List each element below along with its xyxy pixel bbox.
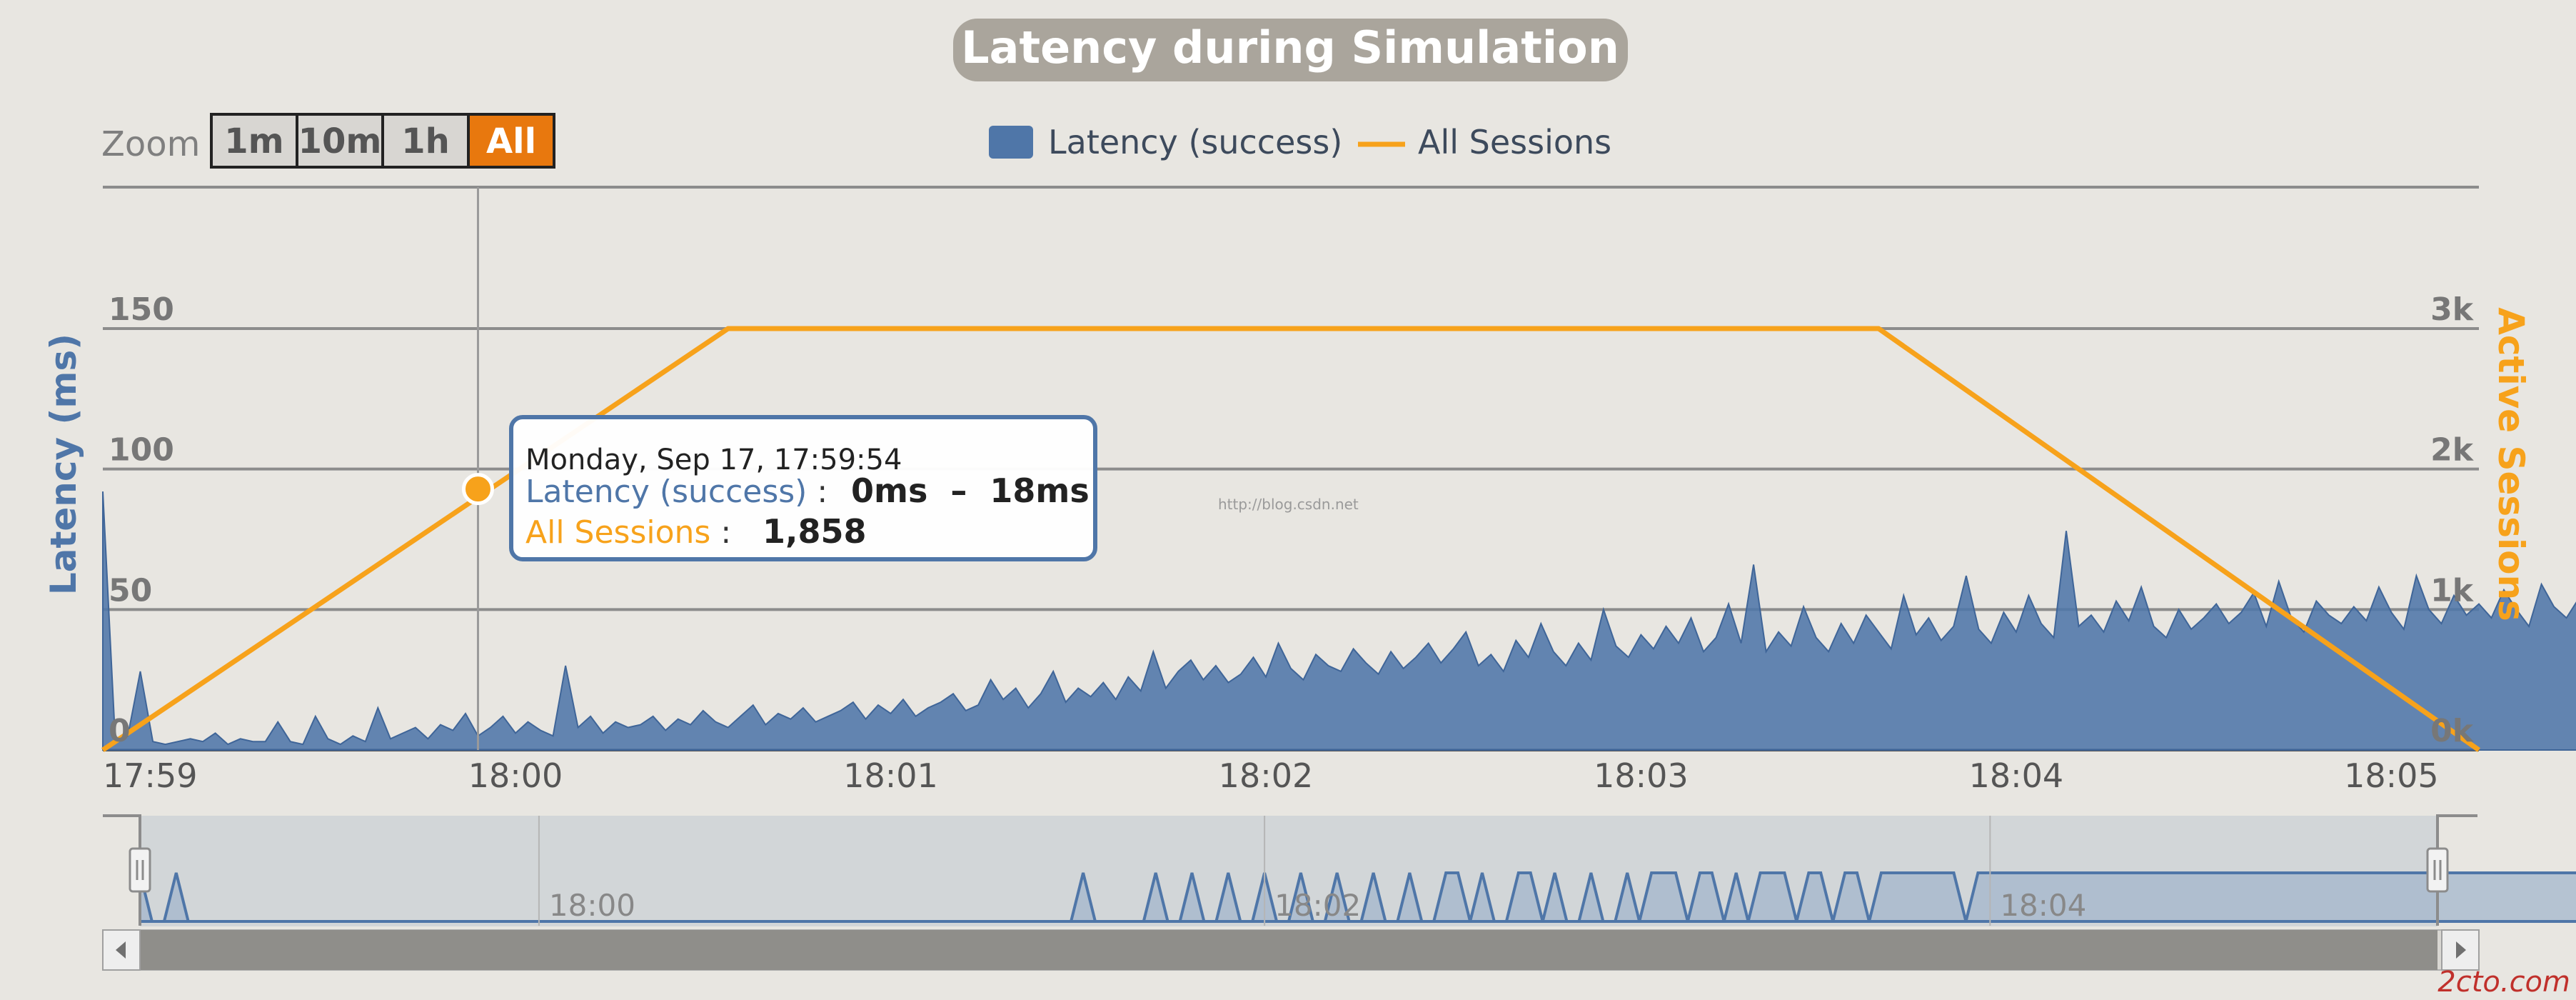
zoom-button-all[interactable]: All [467, 113, 555, 169]
zoom-button-label: 10m [298, 121, 382, 161]
navigator-tick-label: 18:02 [1274, 888, 1361, 923]
x-tick-label: 18:04 [1969, 756, 2064, 795]
x-tick-label: 18:00 [468, 756, 563, 795]
y-left-tick-label: 150 [109, 291, 174, 328]
y-left-tick-label: 100 [109, 432, 174, 469]
y-right-axis-title: Active Sessions [2490, 307, 2532, 621]
zoom-button-label: 1m [224, 121, 283, 161]
latency-area-series[interactable] [102, 301, 2576, 751]
zoom-button-group: 1m 10m 1h All [210, 113, 555, 169]
navigator-series [139, 871, 2576, 923]
y-right-axis-ticks: 0k 1k 2k 3k [2430, 291, 2475, 749]
x-tick-label: 18:05 [2344, 756, 2439, 795]
zoom-label: Zoom [101, 124, 200, 164]
chart-title: Latency during Simulation [961, 21, 1619, 74]
tooltip-latency-label: Latency (success) : [525, 474, 827, 510]
x-axis-ticks: 17:59 18:00 18:01 18:02 18:03 18:04 18:05 [103, 756, 2439, 795]
navigator[interactable]: 18:00 18:02 18:04 [103, 814, 2576, 926]
zoom-button-label: 1h [401, 121, 450, 161]
tooltip-sessions-value: 1,858 [763, 512, 867, 551]
navigator-right-handle[interactable] [2426, 847, 2449, 893]
sessions-line-series[interactable] [101, 326, 2481, 752]
zoom-button-bg [296, 113, 384, 169]
scrollbar-thumb[interactable] [140, 930, 2437, 970]
y-left-tick-label: 0 [109, 713, 131, 749]
x-tick-label: 18:02 [1219, 756, 1314, 795]
scroll-left-button[interactable] [102, 929, 141, 971]
y-left-axis-title: Latency (ms) [43, 334, 84, 595]
zoom-button-10m[interactable]: 10m [296, 113, 384, 169]
tooltip-sessions-label: All Sessions : [525, 514, 731, 551]
x-tick-label: 18:03 [1594, 756, 1689, 795]
y-right-tick-label: 3k [2430, 291, 2475, 328]
navigator-tick-label: 18:04 [2000, 888, 2086, 923]
y-left-axis-ticks: 0 50 100 150 [109, 291, 174, 749]
zoom-button-1m[interactable]: 1m [210, 113, 298, 169]
x-tick-label: 18:01 [843, 756, 938, 795]
legend: Latency (success) All Sessions [989, 123, 1611, 161]
scroll-right-button[interactable] [2441, 929, 2480, 971]
tooltip-box [509, 415, 1097, 561]
legend-sessions-label[interactable]: All Sessions [1418, 123, 1611, 161]
y-right-tick-label: 0k [2430, 713, 2475, 749]
tooltip: Monday, Sep 17, 17:59:54 Latency (succes… [509, 415, 1097, 561]
legend-latency-label[interactable]: Latency (success) [1048, 123, 1342, 161]
tooltip-date: Monday, Sep 17, 17:59:54 [525, 444, 902, 476]
zoom-button-1h[interactable]: 1h [381, 113, 470, 169]
navigator-ticks: 18:00 18:02 18:04 [549, 888, 2086, 923]
legend-latency-swatch [989, 126, 1033, 159]
navigator-tick-label: 18:00 [549, 888, 635, 923]
y-right-tick-label: 1k [2430, 572, 2475, 609]
y-left-tick-label: 50 [109, 572, 152, 609]
x-tick-label: 17:59 [103, 756, 198, 795]
title-background [953, 19, 1628, 81]
hover-point-marker[interactable] [461, 473, 494, 506]
zoom-button-label: All [486, 121, 536, 161]
watermark: http://blog.csdn.net [1218, 496, 1359, 513]
navigator-left-handle[interactable] [129, 847, 151, 893]
chevron-right-icon [2456, 941, 2466, 959]
scrollbar[interactable] [102, 929, 2480, 971]
navigator-grid [538, 816, 1991, 926]
y-right-tick-label: 2k [2430, 432, 2475, 469]
chevron-left-icon [116, 941, 126, 959]
zoom-button-bg [467, 113, 555, 169]
corner-logo: 2cto.com [2437, 966, 2570, 997]
tooltip-latency-value: 0ms – 18ms [851, 471, 1090, 510]
